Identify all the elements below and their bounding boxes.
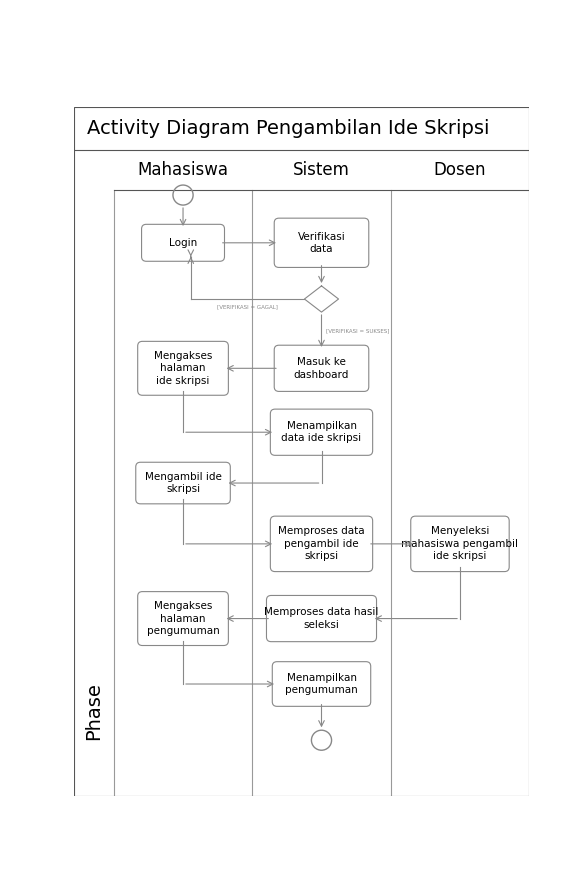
FancyBboxPatch shape — [272, 662, 370, 706]
Polygon shape — [305, 286, 339, 312]
FancyBboxPatch shape — [270, 516, 373, 571]
FancyBboxPatch shape — [270, 409, 373, 455]
Text: Verifikasi
data: Verifikasi data — [298, 232, 345, 254]
Text: Phase: Phase — [84, 682, 103, 740]
Text: Memproses data
pengambil ide
skripsi: Memproses data pengambil ide skripsi — [278, 527, 365, 561]
Text: Mengambil ide
skripsi: Mengambil ide skripsi — [145, 472, 222, 494]
Text: Login: Login — [169, 238, 197, 248]
Text: Memproses data hasil
seleksi: Memproses data hasil seleksi — [265, 607, 379, 629]
FancyBboxPatch shape — [142, 224, 225, 261]
Text: Menampilkan
data ide skripsi: Menampilkan data ide skripsi — [282, 421, 362, 443]
FancyBboxPatch shape — [411, 516, 509, 571]
FancyBboxPatch shape — [274, 345, 369, 392]
FancyBboxPatch shape — [138, 592, 228, 645]
Text: Mengakses
halaman
ide skripsi: Mengakses halaman ide skripsi — [154, 351, 212, 385]
FancyBboxPatch shape — [138, 342, 228, 395]
Text: Sistem: Sistem — [293, 161, 350, 179]
FancyBboxPatch shape — [266, 595, 376, 642]
Text: Masuk ke
dashboard: Masuk ke dashboard — [294, 357, 349, 380]
Text: Menampilkan
pengumuman: Menampilkan pengumuman — [285, 673, 358, 696]
FancyBboxPatch shape — [136, 462, 230, 504]
Text: Activity Diagram Pengambilan Ide Skripsi: Activity Diagram Pengambilan Ide Skripsi — [88, 119, 490, 138]
Text: [VERIFIKASI = GAGAL]: [VERIFIKASI = GAGAL] — [217, 304, 278, 309]
Text: [VERIFIKASI = SUKSES]: [VERIFIKASI = SUKSES] — [326, 328, 389, 333]
Text: Mahasiswa: Mahasiswa — [138, 161, 229, 179]
Text: Mengakses
halaman
pengumuman: Mengakses halaman pengumuman — [146, 601, 219, 636]
Text: Menyeleksi
mahasiswa pengambil
ide skripsi: Menyeleksi mahasiswa pengambil ide skrip… — [402, 527, 519, 561]
FancyBboxPatch shape — [274, 218, 369, 267]
Text: Dosen: Dosen — [434, 161, 486, 179]
